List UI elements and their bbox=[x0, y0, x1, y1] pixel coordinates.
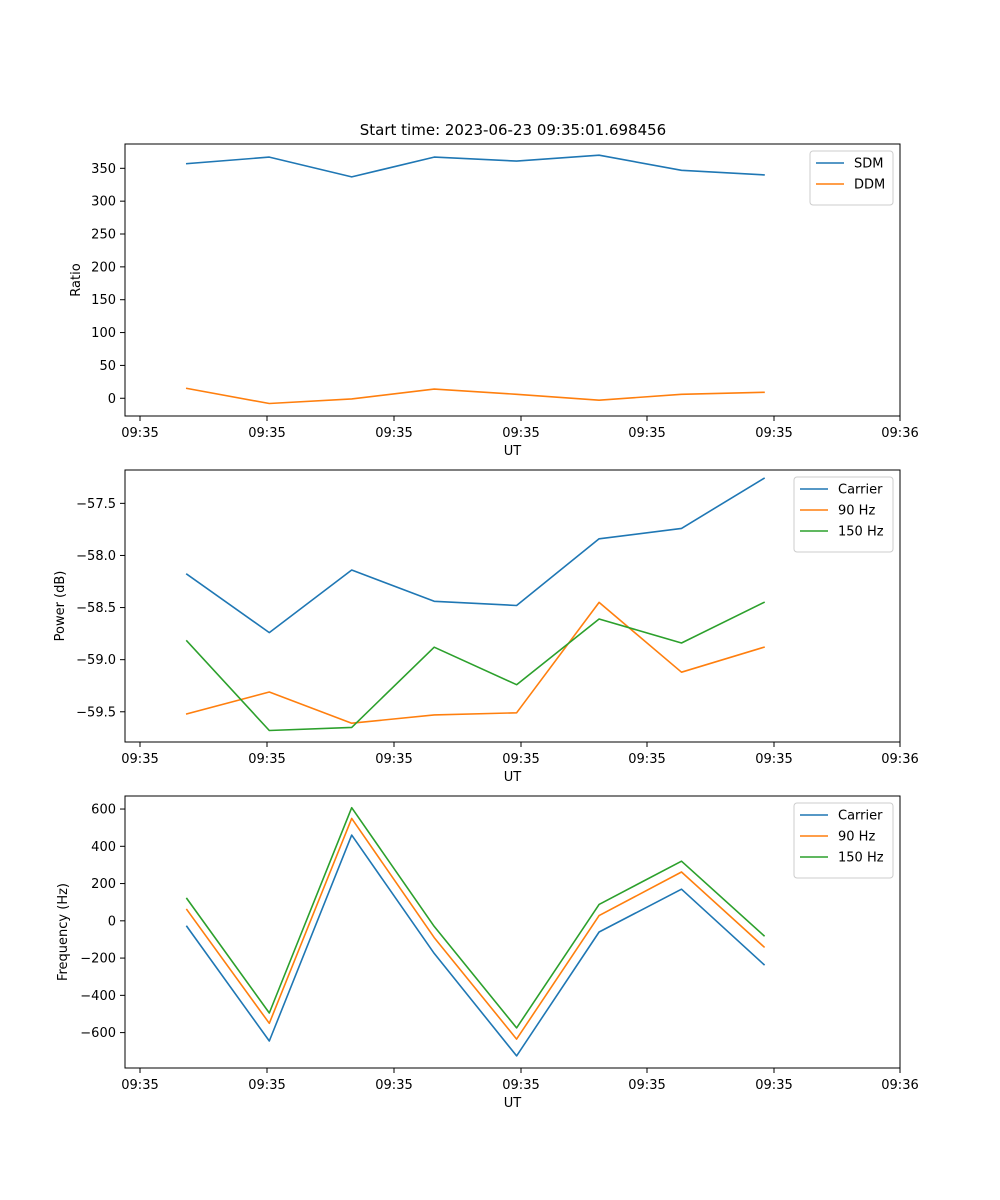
y-tick-label: −59.5 bbox=[76, 705, 116, 720]
x-axis-label: UT bbox=[504, 770, 522, 785]
axes-frame bbox=[124, 469, 901, 743]
legend-entry: DDM bbox=[854, 178, 885, 193]
y-tick-label: −58.5 bbox=[76, 601, 116, 616]
y-tick-label: 0 bbox=[108, 914, 116, 929]
x-tick-label: 09:36 bbox=[881, 1078, 918, 1093]
figure-title: Start time: 2023-06-23 09:35:01.698456 bbox=[360, 121, 666, 139]
x-tick-label: 09:35 bbox=[502, 426, 539, 441]
y-tick-label: 100 bbox=[91, 326, 116, 341]
x-tick-label: 09:35 bbox=[248, 426, 285, 441]
axes-frame bbox=[124, 795, 901, 1069]
subplot-2: 09:35 09:35 09:35 09:35 09:35 09:35 09:36 −59.5… bbox=[53, 469, 919, 785]
x-tick-label: 09:35 bbox=[248, 1078, 285, 1093]
x-tick-label: 09:35 bbox=[375, 1078, 412, 1093]
legend: SDM DDM bbox=[809, 150, 894, 206]
y-tick-label: 300 bbox=[91, 195, 116, 210]
x-tick-label: 09:35 bbox=[248, 752, 285, 767]
x-tick-label: 09:35 bbox=[755, 752, 792, 767]
x-tick-label: 09:35 bbox=[375, 752, 412, 767]
axes-frame bbox=[124, 143, 901, 417]
y-tick-label: 350 bbox=[91, 162, 116, 177]
legend: Carrier 90 Hz 150 Hz bbox=[793, 476, 894, 553]
x-tick-label: 09:35 bbox=[628, 752, 665, 767]
legend: Carrier 90 Hz 150 Hz bbox=[793, 802, 894, 879]
legend-box bbox=[809, 150, 894, 206]
legend-box bbox=[793, 802, 894, 879]
plots-container: 09:35 09:35 09:35 09:35 09:35 09:35 09:36 0 50 10… bbox=[53, 143, 919, 1111]
x-tick-label: 09:36 bbox=[881, 752, 918, 767]
x-tick-label: 09:35 bbox=[121, 426, 158, 441]
legend-entry: Carrier bbox=[838, 483, 883, 498]
x-axis-label: UT bbox=[504, 1096, 522, 1111]
x-tick-label: 09:35 bbox=[121, 1078, 158, 1093]
y-tick-label: 200 bbox=[91, 260, 116, 275]
y-tick-label: −200 bbox=[80, 952, 116, 967]
y-tick-label: −400 bbox=[80, 989, 116, 1004]
legend-entry: 150 Hz bbox=[838, 851, 884, 866]
y-tick-label: 200 bbox=[91, 877, 116, 892]
series-line-90-hz bbox=[185, 817, 766, 1040]
series-line-sdm bbox=[185, 154, 765, 178]
series-line-90-hz bbox=[185, 601, 765, 725]
x-tick-label: 09:35 bbox=[375, 426, 412, 441]
legend-entry: SDM bbox=[854, 157, 883, 172]
x-tick-label: 09:35 bbox=[628, 426, 665, 441]
series-line-carrier bbox=[185, 477, 766, 634]
legend-box bbox=[793, 476, 894, 553]
y-tick-label: 150 bbox=[91, 293, 116, 308]
y-tick-label: 0 bbox=[108, 392, 116, 407]
x-tick-label: 09:35 bbox=[755, 426, 792, 441]
x-axis-label: UT bbox=[504, 444, 522, 459]
x-tick-label: 09:36 bbox=[881, 426, 918, 441]
y-tick-label: −57.5 bbox=[76, 497, 116, 512]
y-tick-label: 400 bbox=[91, 840, 116, 855]
legend-entry: 90 Hz bbox=[838, 830, 875, 845]
x-tick-label: 09:35 bbox=[502, 752, 539, 767]
x-tick-label: 09:35 bbox=[755, 1078, 792, 1093]
series-line-ddm bbox=[185, 387, 765, 405]
y-axis-label: Power (dB) bbox=[53, 571, 68, 642]
y-tick-label: 250 bbox=[91, 228, 116, 243]
y-tick-label: 600 bbox=[91, 803, 116, 818]
subplot-1: 09:35 09:35 09:35 09:35 09:35 09:35 09:36 0 50 10… bbox=[69, 143, 919, 459]
x-tick-label: 09:35 bbox=[121, 752, 158, 767]
legend-entry: Carrier bbox=[838, 809, 883, 824]
series-line-150-hz bbox=[185, 601, 766, 732]
subplot-3: 09:35 09:35 09:35 09:35 09:35 09:35 09:36 −600 −… bbox=[56, 795, 919, 1111]
y-tick-label: −59.0 bbox=[76, 653, 116, 668]
series-line-carrier bbox=[185, 834, 766, 1057]
x-tick-label: 09:35 bbox=[628, 1078, 665, 1093]
legend-entry: 150 Hz bbox=[838, 525, 884, 540]
series-line-150-hz bbox=[185, 806, 766, 1029]
y-axis-label: Frequency (Hz) bbox=[56, 883, 71, 981]
legend-entry: 90 Hz bbox=[838, 504, 875, 519]
y-tick-label: −58.0 bbox=[76, 549, 116, 564]
y-axis-label: Ratio bbox=[69, 263, 84, 296]
x-tick-label: 09:35 bbox=[502, 1078, 539, 1093]
y-tick-label: 50 bbox=[99, 359, 116, 374]
y-tick-label: −600 bbox=[80, 1026, 116, 1041]
